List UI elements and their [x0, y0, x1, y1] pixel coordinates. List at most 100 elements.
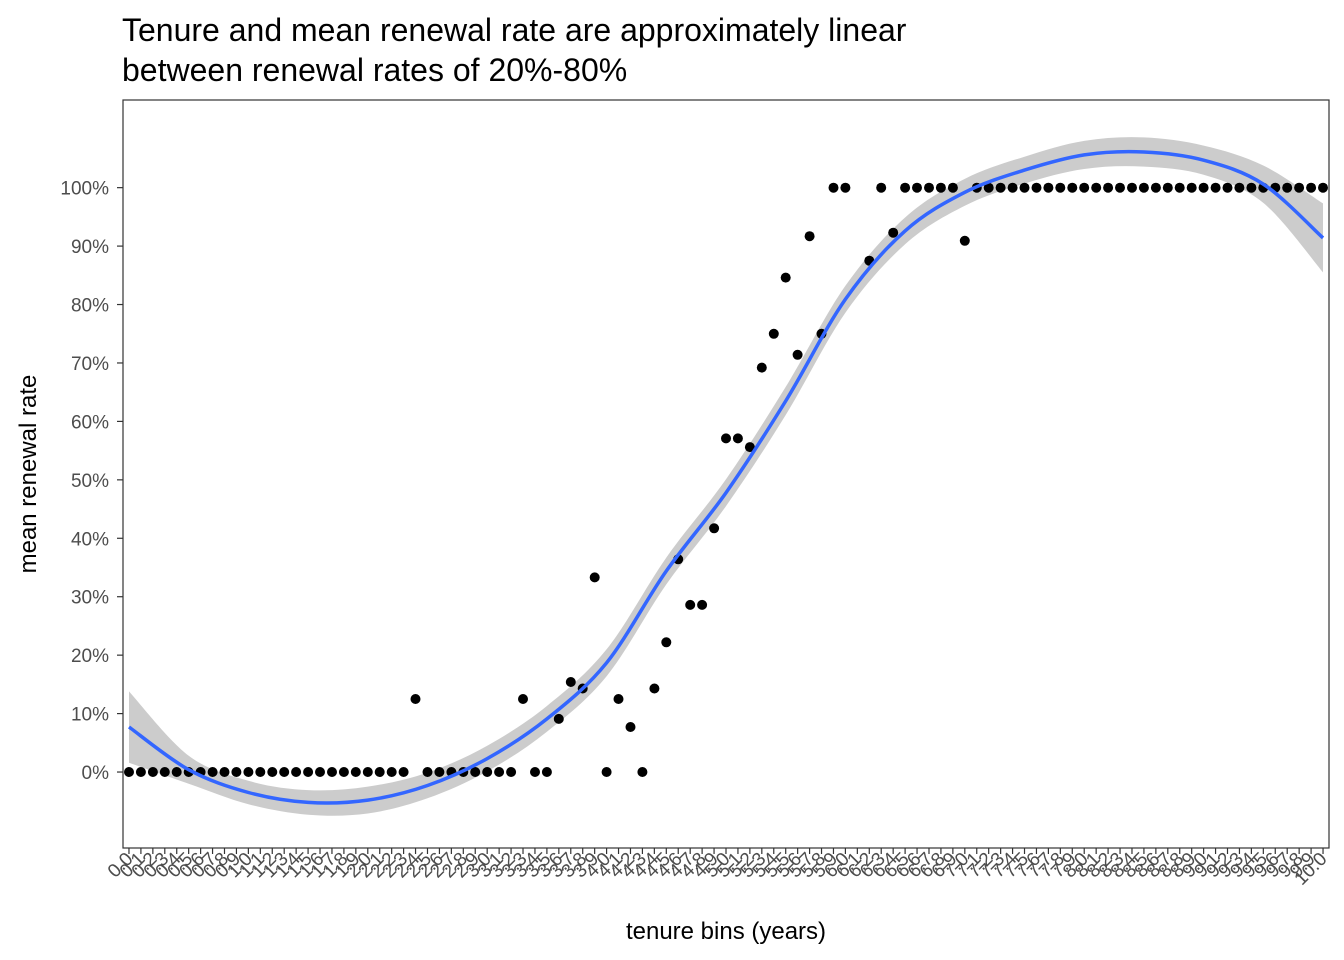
data-point [530, 767, 540, 777]
smooth-trend-line [127, 149, 1325, 805]
data-point [589, 572, 600, 583]
data-point [721, 433, 731, 444]
data-point [1246, 182, 1257, 193]
data-point [1294, 182, 1305, 193]
data-point [565, 677, 576, 687]
data-point [470, 767, 481, 777]
data-point [685, 599, 696, 610]
data-point [1055, 182, 1066, 193]
data-point [756, 362, 767, 373]
y-tick-label: 90% [71, 237, 109, 258]
y-tick-label: 80% [71, 296, 109, 317]
data-point [147, 767, 158, 777]
data-point [840, 182, 851, 193]
x-axis-title: tenure bins (years) [626, 918, 826, 945]
confidence-band-layer [129, 137, 1323, 816]
data-point [1138, 182, 1149, 193]
y-tick-label: 50% [71, 471, 109, 492]
data-point [1210, 182, 1221, 193]
data-point [697, 599, 708, 610]
data-point [709, 523, 720, 534]
data-point [410, 694, 421, 704]
data-point [279, 767, 290, 777]
chart-title-line-2: between renewal rates of 20%-80% [122, 52, 628, 88]
data-point [768, 328, 779, 339]
data-point [1198, 182, 1209, 193]
data-point [506, 767, 517, 777]
data-point [1103, 182, 1114, 193]
y-tick-label: 20% [71, 646, 109, 667]
data-point [1031, 182, 1042, 193]
chart-title-line-1: Tenure and mean renewal rate are approxi… [122, 12, 907, 48]
data-point [1318, 182, 1328, 193]
data-point [1186, 182, 1197, 193]
data-point [398, 767, 409, 777]
smooth-line-layer [127, 149, 1325, 805]
data-point [625, 722, 636, 732]
data-point [374, 767, 385, 777]
data-point [1091, 182, 1102, 193]
data-point [553, 713, 564, 724]
data-point [422, 767, 433, 777]
y-tick-label: 70% [71, 354, 109, 375]
data-point [649, 683, 660, 694]
data-point [613, 694, 624, 704]
data-point [1282, 182, 1293, 193]
data-point [434, 767, 445, 777]
x-axis: 0.00.10.20.30.40.50.60.70.80.91.01.11.21… [104, 848, 1332, 890]
data-point [876, 182, 887, 193]
data-point [732, 433, 743, 444]
data-point [231, 767, 242, 777]
data-point [1019, 182, 1030, 193]
data-point [135, 767, 146, 777]
data-point [362, 767, 373, 777]
data-point [924, 182, 934, 193]
data-point [1306, 182, 1317, 193]
data-point [900, 182, 911, 193]
data-point [267, 767, 278, 777]
data-point [255, 767, 266, 777]
data-point [338, 767, 349, 777]
y-tick-label: 10% [71, 705, 109, 726]
data-point [219, 767, 230, 777]
data-point [1222, 182, 1233, 193]
y-axis: 0% 10% 20% 30% 40% 50% 60% 70% 80% 90% 100% [60, 179, 123, 784]
data-point [243, 767, 254, 777]
y-tick-label: 0% [82, 763, 110, 784]
data-point [912, 182, 922, 193]
data-point [1115, 182, 1125, 193]
data-point [959, 235, 970, 246]
data-point [1079, 182, 1090, 193]
data-point [744, 442, 755, 453]
data-point [828, 182, 839, 193]
data-point [1174, 182, 1185, 193]
data-point [1043, 182, 1054, 193]
data-point [327, 767, 337, 777]
data-point [124, 767, 134, 777]
y-tick-label: 60% [71, 412, 109, 433]
data-point [983, 182, 994, 193]
data-point [207, 767, 218, 777]
data-point [350, 767, 361, 777]
data-point [804, 231, 815, 242]
data-points-layer [124, 182, 1328, 777]
data-point [1007, 182, 1018, 193]
y-tick-label: 40% [71, 529, 109, 550]
data-point [303, 767, 314, 777]
data-point [494, 767, 505, 777]
data-point [315, 767, 325, 777]
data-point [541, 767, 552, 777]
data-point [935, 182, 946, 193]
y-tick-label: 30% [71, 588, 109, 609]
data-point [780, 272, 791, 283]
chart-title: Tenure and mean renewal rate are approxi… [122, 10, 906, 90]
y-axis-title: mean renewal rate [15, 375, 42, 574]
confidence-band [129, 137, 1323, 816]
y-tick-label: 100% [60, 179, 109, 200]
data-point [482, 767, 493, 777]
data-point [1067, 182, 1078, 193]
data-point [995, 182, 1006, 193]
data-point [1162, 182, 1173, 193]
data-point [171, 767, 182, 777]
